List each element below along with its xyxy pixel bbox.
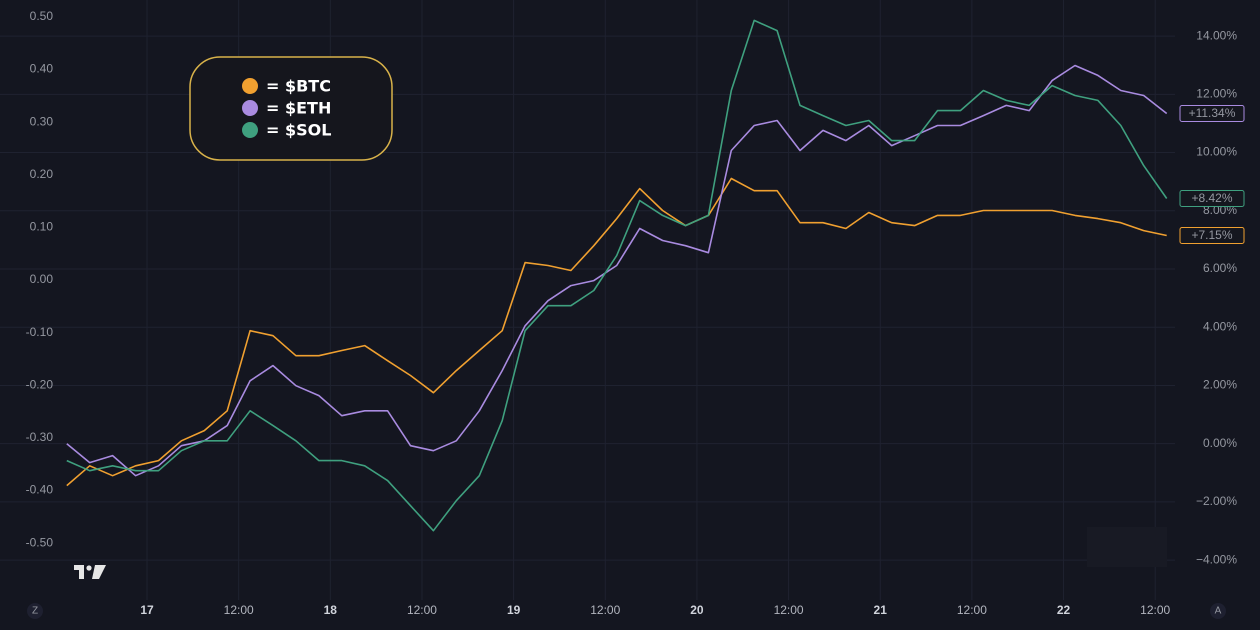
x-tick-label: 20 bbox=[690, 603, 704, 617]
y-tick-label: -0.40 bbox=[26, 483, 54, 497]
y-tick-label: 0.00 bbox=[30, 272, 54, 286]
value-label: +8.42% bbox=[1191, 191, 1232, 205]
legend-label: = $ETH bbox=[266, 99, 331, 118]
x-tick-label: 17 bbox=[140, 603, 154, 617]
y2-tick-label: 14.00% bbox=[1196, 28, 1237, 42]
y-tick-label: -0.50 bbox=[26, 535, 54, 549]
logo-part bbox=[92, 565, 106, 579]
y-tick-label: 0.30 bbox=[30, 114, 54, 128]
y-tick-label: 0.20 bbox=[30, 167, 54, 181]
x-tick-label: 22 bbox=[1057, 603, 1071, 617]
x-tick-label: 12:00 bbox=[1140, 603, 1170, 617]
value-label-box bbox=[1179, 105, 1245, 123]
x-tick-label: 12:00 bbox=[957, 603, 987, 617]
series-line bbox=[66, 19, 1168, 532]
y2-tick-label: 0.00% bbox=[1203, 436, 1237, 450]
control-label[interactable]: Z bbox=[32, 606, 38, 617]
x-tick-label: 12:00 bbox=[774, 603, 804, 617]
lines bbox=[66, 19, 1168, 532]
logo bbox=[74, 565, 106, 579]
legend-marker bbox=[242, 78, 258, 94]
series-line bbox=[66, 177, 1167, 487]
x-tick-label: 21 bbox=[874, 603, 888, 617]
y2-tick-label: −2.00% bbox=[1196, 494, 1237, 508]
series-line bbox=[66, 64, 1168, 477]
y-tick-label: 0.10 bbox=[30, 220, 54, 234]
y2-tick-label: −4.00% bbox=[1196, 552, 1237, 566]
x-tick-label: 19 bbox=[507, 603, 521, 617]
control-button[interactable] bbox=[1210, 603, 1226, 619]
y2-tick-label: 4.00% bbox=[1203, 319, 1237, 333]
x-tick-label: 12:00 bbox=[224, 603, 254, 617]
legend-marker bbox=[242, 100, 258, 116]
x-tick-label: 12:00 bbox=[407, 603, 437, 617]
value-label: +7.15% bbox=[1191, 228, 1232, 242]
logo-part bbox=[74, 565, 84, 579]
y2-tick-label: 10.00% bbox=[1196, 145, 1237, 159]
watermark-box bbox=[1087, 527, 1167, 567]
control-label[interactable]: A bbox=[1215, 606, 1222, 617]
x-tick-label: 18 bbox=[324, 603, 338, 617]
value-label: +11.34% bbox=[1189, 106, 1236, 120]
control-button[interactable] bbox=[27, 603, 43, 619]
value-label-box bbox=[1179, 227, 1245, 245]
x-tick-label: 12:00 bbox=[590, 603, 620, 617]
y-tick-label: -0.30 bbox=[26, 430, 54, 444]
legend-label: = $BTC bbox=[266, 77, 331, 96]
y-tick-label: -0.20 bbox=[26, 377, 54, 391]
y2-tick-label: 2.00% bbox=[1203, 378, 1237, 392]
axes: 0.50 0.40 0.30 0.20 0.10 0.00 -0.10 -0.20 -0.30 -… bbox=[26, 9, 1245, 617]
legend-label: = $SOL bbox=[266, 121, 331, 140]
value-label-box bbox=[1179, 190, 1245, 208]
y2-tick-label: 6.00% bbox=[1203, 261, 1237, 275]
logo-part bbox=[86, 565, 92, 571]
legend-marker bbox=[242, 122, 258, 138]
legend: = $BTC = $ETH = $SOL bbox=[189, 56, 393, 161]
y-tick-label: 0.50 bbox=[30, 9, 54, 23]
legend-box bbox=[189, 56, 393, 161]
y2-tick-label: 12.00% bbox=[1196, 86, 1237, 100]
y-tick-label: -0.10 bbox=[26, 325, 54, 339]
y-tick-label: 0.40 bbox=[30, 62, 54, 76]
